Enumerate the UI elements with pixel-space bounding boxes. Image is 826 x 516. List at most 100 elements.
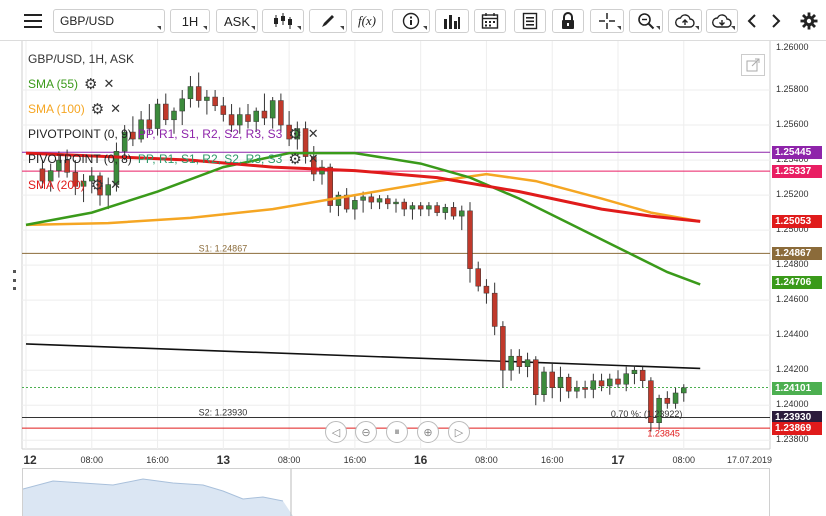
candle-body <box>64 159 70 173</box>
zoom-in-button[interactable]: ⊕ <box>417 421 439 443</box>
candle-body <box>385 198 391 205</box>
cloud-download-icon[interactable] <box>706 9 738 33</box>
gear-icon[interactable] <box>795 9 823 33</box>
chevron-right-icon[interactable] <box>764 9 788 33</box>
chevron-left-icon[interactable] <box>740 9 764 33</box>
timeframe-value: 1H <box>181 13 199 29</box>
candle-body <box>541 371 547 395</box>
candle-body <box>639 369 646 381</box>
candle-body <box>261 110 268 119</box>
timeframe-select[interactable]: 1H <box>170 9 210 33</box>
panel-resize-handle[interactable] <box>13 270 18 290</box>
calendar-icon[interactable] <box>474 9 506 33</box>
pivot2-close-icon[interactable]: ✕ <box>307 151 319 166</box>
pivot1-label[interactable]: PIVOTPOINT (0, 9) <box>28 127 132 141</box>
expand-chart-icon[interactable] <box>741 54 765 76</box>
sma100-gear-icon[interactable]: ⚙ <box>90 101 105 118</box>
sma100-close-icon[interactable]: ✕ <box>110 101 122 116</box>
candle-body <box>434 205 440 213</box>
time-tick-label: 16:00 <box>146 455 169 465</box>
volume-bars-icon[interactable] <box>435 9 469 33</box>
candle-body <box>590 380 597 390</box>
date-tick-label: 16 <box>413 453 428 467</box>
reset-zoom-button[interactable]: ⏸ <box>386 421 408 443</box>
date-tick-label: 13 <box>216 453 231 467</box>
symbol-select[interactable]: GBP/USD <box>53 9 165 33</box>
navigator-overview[interactable] <box>22 468 770 516</box>
news-icon[interactable] <box>514 9 546 33</box>
candle-body <box>475 268 481 287</box>
sma200-line <box>25 151 701 223</box>
dropdown-arrow-icon <box>656 26 660 30</box>
sma55-label[interactable]: SMA (55) <box>28 77 79 91</box>
legend-sma200: SMA (200) ⚙ ✕ <box>28 176 121 194</box>
price-tick-label: 1.24200 <box>776 364 809 375</box>
sma55-gear-icon[interactable]: ⚙ <box>84 76 98 93</box>
pivot2-gear-icon[interactable]: ⚙ <box>288 151 302 168</box>
r1-badge: 1.25337 <box>772 165 822 179</box>
candle-body <box>269 100 276 119</box>
candle-body <box>459 210 465 217</box>
price-type-select[interactable]: ASK <box>216 9 258 33</box>
dropdown-arrow-icon <box>423 26 427 30</box>
sma55-close-icon[interactable]: ✕ <box>103 76 115 91</box>
pivot1-gear-icon[interactable]: ⚙ <box>288 126 302 143</box>
zoom-icon[interactable] <box>629 9 663 33</box>
price-type-value: ASK <box>223 13 250 29</box>
sma200-label[interactable]: SMA (200) <box>28 178 85 192</box>
cloud-upload-icon[interactable] <box>668 9 702 33</box>
scroll-right-button[interactable]: ▷ <box>448 421 470 443</box>
candle-body <box>664 397 671 404</box>
candle-body <box>442 207 449 213</box>
candle-body <box>376 198 383 203</box>
dropdown-arrow-icon <box>695 26 699 30</box>
sma200-gear-icon[interactable]: ⚙ <box>90 177 105 194</box>
sma200-close-icon[interactable]: ✕ <box>110 177 122 192</box>
candle-body <box>343 194 350 210</box>
drawing-tool-icon[interactable] <box>309 9 347 33</box>
fib-level-label: 0.70 %: (1.23922) <box>611 409 683 419</box>
legend-sma55: SMA (55) ⚙ ✕ <box>28 75 114 93</box>
candle-body <box>311 156 317 175</box>
price-tick-label: 1.25200 <box>776 189 809 200</box>
pivot2-label[interactable]: PIVOTPOINT (0, 8) <box>28 152 132 166</box>
candle-body <box>171 110 177 121</box>
candle-body <box>516 355 523 367</box>
zoom-out-button[interactable]: ⊖ <box>355 421 377 443</box>
pivot1-close-icon[interactable]: ✕ <box>307 126 319 141</box>
dropdown-arrow-icon <box>340 26 344 30</box>
crosshair-icon[interactable] <box>590 9 624 33</box>
candle-body <box>631 369 638 374</box>
candle-body <box>113 151 120 185</box>
legend-header: GBP/USD, 1H, ASK <box>28 52 134 66</box>
lock-icon[interactable] <box>552 9 584 33</box>
dropdown-arrow-icon <box>297 26 301 30</box>
price-tick-label: 1.25800 <box>776 84 809 95</box>
candle-body <box>195 86 202 101</box>
candle-body <box>565 376 572 392</box>
sma100-label[interactable]: SMA (100) <box>28 102 85 116</box>
candle-body <box>163 103 169 121</box>
time-tick-label: 16:00 <box>343 455 367 465</box>
scroll-left-button[interactable]: ◁ <box>325 421 347 443</box>
legend-pivot2: PIVOTPOINT (0, 8) PP, R1, S1, R2, S2, R3… <box>28 150 319 168</box>
dropdown-arrow-icon <box>617 26 621 30</box>
candlestick-type-icon[interactable] <box>262 9 304 33</box>
candle-body <box>524 359 531 367</box>
menu-icon[interactable] <box>16 9 50 33</box>
low-marker-label: 1.23845 <box>647 428 680 438</box>
candle-body <box>401 201 407 210</box>
candle-body <box>89 175 95 182</box>
candle-body <box>648 380 654 423</box>
time-tick-label: 08:00 <box>80 455 104 465</box>
candle-body <box>681 387 687 394</box>
candle-body <box>607 378 613 387</box>
info-icon[interactable] <box>392 9 430 33</box>
s2-badge: 1.23930 <box>772 411 822 425</box>
candle-body <box>228 114 235 126</box>
candle-body <box>220 105 227 115</box>
sma100-line <box>25 172 701 227</box>
candle-body <box>557 376 564 388</box>
indicators-fx-icon[interactable]: f(x) <box>351 9 383 33</box>
